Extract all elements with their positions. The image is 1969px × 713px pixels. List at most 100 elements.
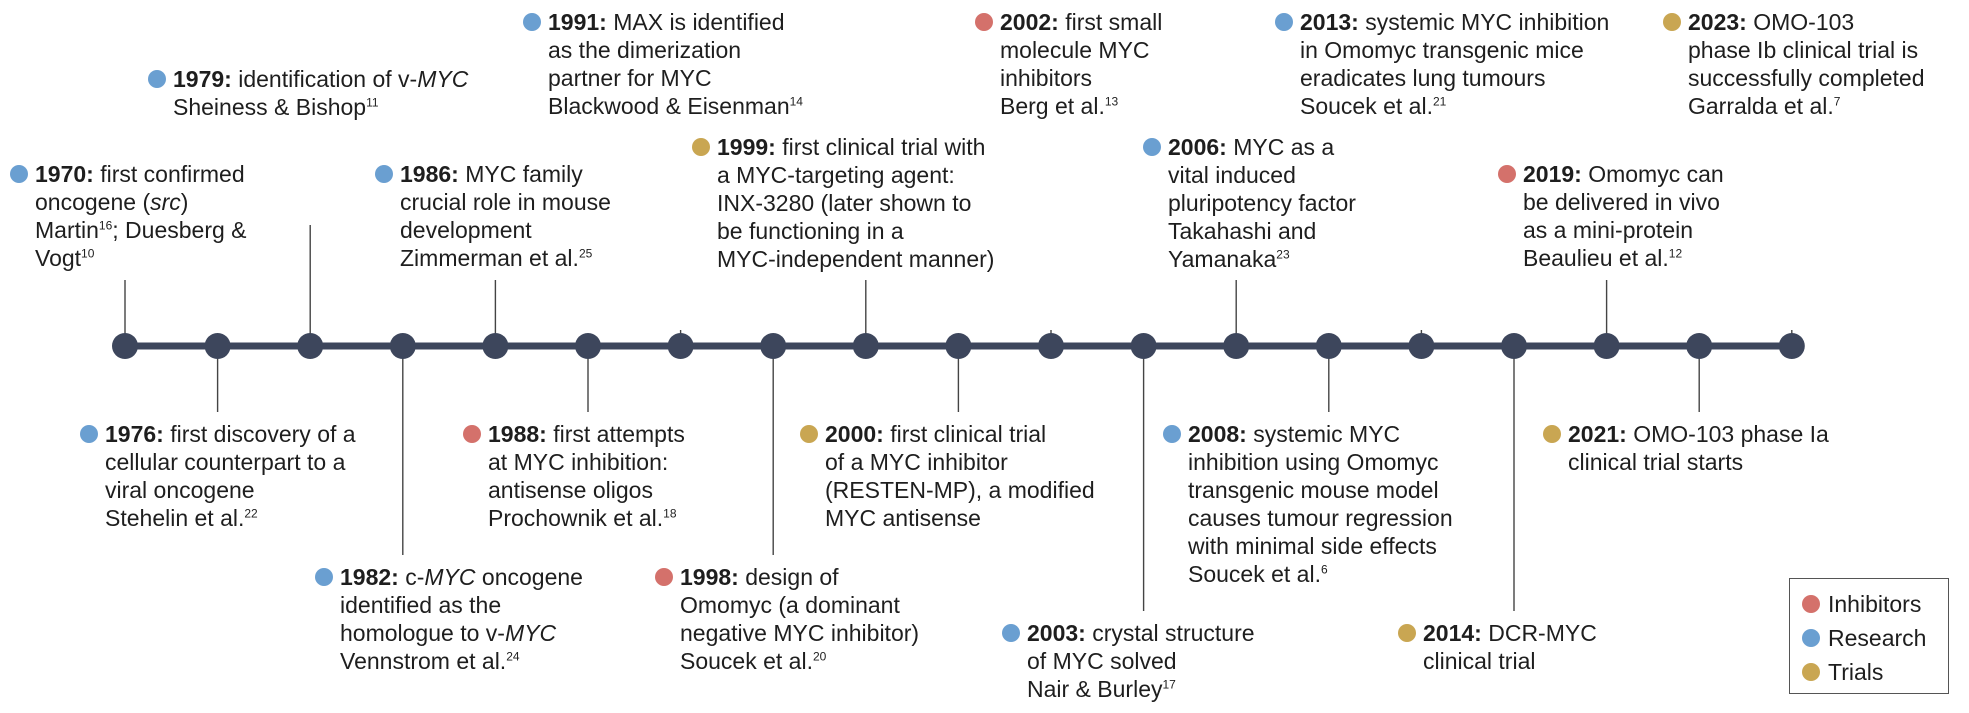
event-text: 2006: MYC as a vital induced pluripotency … [1168, 133, 1356, 273]
event-line: cellular counterpart to a [105, 449, 346, 475]
timeline-node-2003 [1130, 333, 1157, 359]
event-line: Soucek et al.6 [1188, 561, 1328, 587]
event-line: as a mini-protein [1523, 217, 1694, 243]
event-line: Blackwood & Eisenman14 [548, 93, 803, 119]
event-line: inhibition using Omomyc [1188, 449, 1439, 475]
event-line: be delivered in vivo [1523, 189, 1720, 215]
event-year: 1988: [488, 421, 547, 447]
event-line: Sheiness & Bishop11 [173, 94, 379, 120]
event-year: 2021: [1568, 421, 1627, 447]
event-text: 2019: Omomyc can be delivered in vivo as a… [1523, 160, 1724, 272]
legend-item-inhibitors: Inhibitors [1802, 587, 1948, 621]
timeline-node-1988 [575, 333, 601, 359]
category-dot-research [148, 70, 166, 88]
event-line: inhibitors [1000, 65, 1093, 91]
event-line: clinical trial [1423, 648, 1536, 674]
category-dot-research [1002, 624, 1020, 642]
event-text: 1986: MYC family crucial role in mouse dev… [400, 160, 611, 272]
event-1988: 1988: first attempts at MYC inhibition: an… [463, 420, 685, 532]
event-line: 1976: first discovery of a [105, 421, 356, 447]
event-line: 1979: identification of v-MYC [173, 66, 469, 92]
event-line: MYC antisense [825, 505, 981, 531]
timeline-node-1979 [297, 333, 324, 359]
legend: Inhibitors Research Trials [1789, 578, 1949, 694]
event-line: Prochownik et al.18 [488, 505, 677, 531]
event-line: 1988: first attempts [488, 421, 685, 447]
event-line: Yamanaka23 [1168, 246, 1290, 272]
event-line: at MYC inhibition: [488, 449, 669, 475]
event-line: Soucek et al.21 [1300, 93, 1447, 119]
event-line: development [400, 217, 532, 243]
event-line: 2014: DCR-MYC [1423, 620, 1597, 646]
event-year: 2006: [1168, 134, 1227, 160]
event-text: 2021: OMO-103 phase Ia clinical trial sta… [1568, 420, 1829, 476]
category-dot-research [315, 568, 333, 586]
category-dot-trials [1663, 13, 1681, 31]
event-year: 2013: [1300, 9, 1359, 35]
event-2014: 2014: DCR-MYC clinical trial [1398, 619, 1597, 675]
event-text: 2023: OMO-103 phase Ib clinical trial is s… [1688, 8, 1925, 120]
category-dot-research [10, 165, 28, 183]
event-line: Omomyc (a dominant [680, 592, 900, 618]
timeline-node-1976 [204, 333, 231, 359]
event-line: 1991: MAX is identified [548, 9, 785, 35]
event-line: Beaulieu et al.12 [1523, 245, 1683, 271]
category-dot-trials [692, 138, 710, 156]
timeline-node-2019 [1593, 333, 1620, 359]
event-1991: 1991: MAX is identified as the dimerizati… [523, 8, 803, 120]
event-line: eradicates lung tumours [1300, 65, 1546, 91]
event-year: 2003: [1027, 620, 1086, 646]
event-line: 1982: c-MYC oncogene [340, 564, 583, 590]
legend-label-trials: Trials [1828, 658, 1884, 685]
event-line: antisense oligos [488, 477, 653, 503]
event-line: INX-3280 (later shown to [717, 190, 972, 216]
event-line: causes tumour regression [1188, 505, 1453, 531]
event-1998: 1998: design of Omomyc (a dominant negativ… [655, 563, 919, 675]
event-line: vital induced [1168, 162, 1296, 188]
category-dot-research [1143, 138, 1161, 156]
category-dot-trials [1543, 425, 1561, 443]
legend-dot-inhibitors [1802, 595, 1820, 613]
category-dot-inhibitors [463, 425, 481, 443]
event-line: homologue to v-MYC [340, 620, 557, 646]
event-text: 1991: MAX is identified as the dimerizati… [548, 8, 803, 120]
event-text: 1988: first attempts at MYC inhibition: an… [488, 420, 685, 532]
event-line: pluripotency factor [1168, 190, 1356, 216]
event-2003: 2003: crystal structure of MYC solved Nair… [1002, 619, 1255, 703]
event-line: 2019: Omomyc can [1523, 161, 1724, 187]
event-line: of MYC solved [1027, 648, 1177, 674]
event-line: successfully completed [1688, 65, 1925, 91]
timeline-node-1991 [667, 333, 694, 359]
legend-item-trials: Trials [1802, 655, 1948, 689]
category-dot-inhibitors [655, 568, 673, 586]
timeline-node-1970 [112, 333, 138, 359]
event-line: 2003: crystal structure [1027, 620, 1255, 646]
event-1970: 1970: first confirmed oncogene (src) Marti… [10, 160, 247, 272]
legend-label-research: Research [1828, 624, 1927, 651]
event-text: 1979: identification of v-MYC Sheiness & … [173, 65, 468, 121]
event-year: 1986: [400, 161, 459, 187]
event-line: MYC-independent manner) [717, 246, 995, 272]
event-line: be functioning in a [717, 218, 904, 244]
event-text: 2014: DCR-MYC clinical trial [1423, 619, 1597, 675]
event-2013: 2013: systemic MYC inhibition in Omomyc t… [1275, 8, 1609, 120]
event-line: 1998: design of [680, 564, 839, 590]
event-line: molecule MYC [1000, 37, 1150, 63]
event-line: Vogt10 [35, 245, 95, 271]
legend-item-research: Research [1802, 621, 1948, 655]
event-line: crucial role in mouse [400, 189, 611, 215]
event-2002: 2002: first small molecule MYC inhibitors B… [975, 8, 1162, 120]
legend-dot-research [1802, 629, 1820, 647]
event-year: 1982: [340, 564, 399, 590]
event-2021: 2021: OMO-103 phase Ia clinical trial sta… [1543, 420, 1829, 476]
event-1979: 1979: identification of v-MYC Sheiness & … [148, 65, 468, 121]
event-2008: 2008: systemic MYC inhibition using Omomy… [1163, 420, 1453, 588]
event-1986: 1986: MYC family crucial role in mouse dev… [375, 160, 611, 272]
event-1999: 1999: first clinical trial with a MYC-tar… [692, 133, 994, 273]
timeline-node-2000 [945, 333, 972, 359]
event-text: 1998: design of Omomyc (a dominant negativ… [680, 563, 919, 675]
event-line: 2013: systemic MYC inhibition [1300, 9, 1610, 35]
event-text: 2013: systemic MYC inhibition in Omomyc t… [1300, 8, 1609, 120]
event-line: 2021: OMO-103 phase Ia [1568, 421, 1829, 447]
